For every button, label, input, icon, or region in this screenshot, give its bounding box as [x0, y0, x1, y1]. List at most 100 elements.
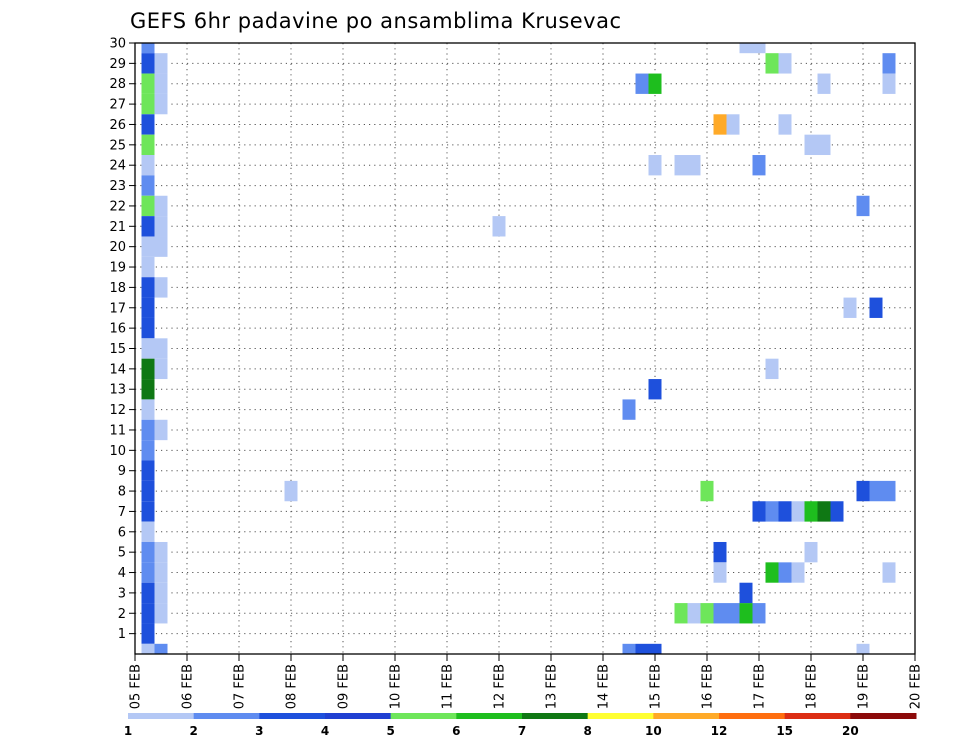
colorbar-segment [193, 713, 260, 719]
heatmap-cell [778, 562, 792, 583]
heatmap-cell [778, 53, 792, 74]
colorbar-label: 3 [255, 724, 263, 738]
y-tick-label: 29 [109, 57, 126, 72]
heatmap-cell [869, 297, 883, 318]
x-tick-label: 07 FEB [233, 664, 248, 709]
heatmap-cell [648, 643, 662, 654]
heatmap-cell [141, 216, 155, 237]
heatmap-cell [817, 73, 831, 94]
heatmap-cell [141, 501, 155, 522]
heatmap-cell [141, 521, 155, 542]
heatmap-cell [869, 480, 883, 502]
heatmap-cell [648, 155, 662, 176]
y-tick-label: 16 [109, 322, 126, 337]
x-tick-label: 19 FEB [857, 664, 872, 709]
x-tick-label: 13 FEB [545, 664, 560, 709]
heatmap-cell [154, 582, 168, 604]
chart-title: GEFS 6hr padavine po ansamblima Krusevac [130, 9, 622, 33]
y-tick-label: 20 [109, 240, 126, 255]
heatmap-cell [648, 73, 662, 94]
heatmap-cell [882, 73, 896, 94]
heatmap-cell [141, 460, 155, 481]
colorbar-segment [325, 713, 392, 719]
heatmap-cell [804, 501, 818, 522]
x-tick-label: 10 FEB [389, 664, 404, 709]
colorbar-label: 2 [189, 724, 197, 738]
y-tick-label: 8 [118, 485, 126, 500]
heatmap-cell [141, 317, 155, 339]
y-tick-label: 22 [109, 199, 126, 214]
heatmap-cell [154, 53, 168, 74]
heatmap-cell [856, 195, 870, 217]
y-tick-label: 4 [118, 566, 126, 581]
heatmap-cell [141, 114, 155, 135]
y-tick-label: 28 [109, 77, 126, 92]
y-tick-label: 1 [118, 627, 126, 642]
heatmap-cell [778, 114, 792, 135]
x-tick-label: 12 FEB [493, 664, 508, 709]
heatmap-cell [752, 501, 766, 522]
heatmap-cell [739, 603, 753, 624]
heatmap-cell [154, 419, 168, 441]
y-tick-label: 14 [109, 362, 126, 377]
y-tick-label: 18 [109, 281, 126, 296]
heatmap-cell [752, 43, 766, 54]
y-tick-label: 13 [109, 383, 126, 398]
heatmap-cell [622, 399, 636, 420]
colorbar-label: 15 [776, 724, 793, 738]
colorbar-label: 7 [518, 724, 526, 738]
heatmap-cell [141, 236, 155, 257]
heatmap-cell [141, 562, 155, 583]
heatmap-cell [141, 582, 155, 604]
heatmap-cell [804, 134, 818, 156]
heatmap-cell [765, 501, 779, 522]
y-tick-label: 27 [109, 98, 126, 113]
x-tick-label: 11 FEB [441, 664, 456, 709]
heatmap-cell [141, 195, 155, 217]
heatmap-cell [154, 93, 168, 115]
y-tick-label: 11 [109, 423, 126, 438]
heatmap-cell [791, 501, 805, 522]
x-tick-label: 06 FEB [181, 664, 196, 709]
heatmap-cell [154, 562, 168, 583]
heatmap-cell [817, 501, 831, 522]
colorbar-segment [390, 713, 457, 719]
heatmap-cell [284, 480, 298, 502]
cells-layer [141, 43, 896, 654]
colorbar-segment [719, 713, 786, 719]
colorbar-label: 10 [645, 724, 662, 738]
heatmap-cell [635, 73, 649, 94]
heatmap-cell [791, 562, 805, 583]
colorbar-segment [522, 713, 589, 719]
colorbar-label: 1 [124, 724, 132, 738]
y-tick-label: 3 [118, 586, 126, 601]
heatmap-cell [687, 603, 701, 624]
colorbar-label: 20 [842, 724, 859, 738]
heatmap-cell [141, 277, 155, 298]
heatmap-cell [141, 399, 155, 420]
colorbar-label: 4 [321, 724, 329, 738]
heatmap-cell [154, 216, 168, 237]
heatmap-cell [141, 623, 155, 644]
x-tick-label: 16 FEB [701, 664, 716, 709]
heatmap-cell [752, 603, 766, 624]
heatmap-cell [141, 358, 155, 380]
heatmap-cell [141, 43, 155, 54]
heatmap-cell [765, 358, 779, 380]
heatmap-cell [700, 480, 714, 502]
heatmap-cell [882, 53, 896, 74]
heatmap-cell [141, 256, 155, 278]
heatmap-cell [674, 155, 688, 176]
heatmap-cell [154, 277, 168, 298]
heatmap-cell [141, 73, 155, 94]
x-tick-label: 20 FEB [909, 664, 924, 709]
heatmap-cell [882, 562, 896, 583]
heatmap-cell [141, 134, 155, 156]
heatmap-cell [141, 297, 155, 318]
x-tick-label: 09 FEB [337, 664, 352, 709]
heatmap-cell [648, 379, 662, 400]
heatmap-cell [141, 603, 155, 624]
heatmap-cell [856, 480, 870, 502]
heatmap-cell [154, 603, 168, 624]
